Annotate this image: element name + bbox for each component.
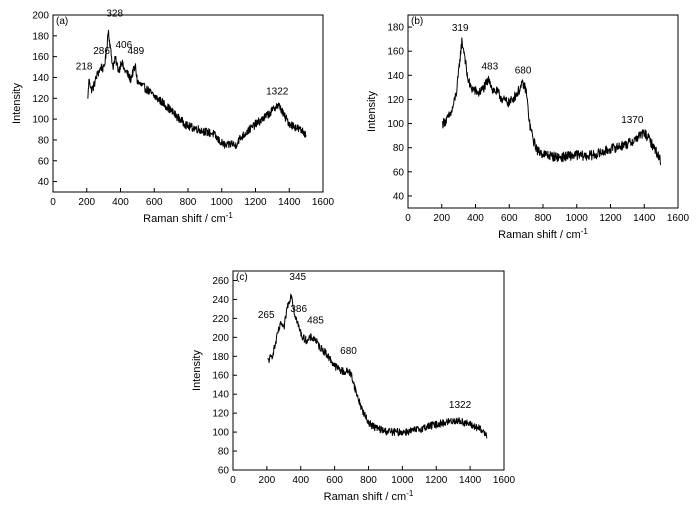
y-tick-label: 140 (387, 71, 404, 82)
y-axis-title: Intensity (11, 83, 23, 124)
y-tick-label: 180 (32, 31, 49, 42)
plot-frame (407, 14, 679, 209)
x-tick-label: 0 (50, 197, 56, 208)
y-tick-label: 120 (387, 95, 404, 106)
x-tick-label: 1600 (493, 475, 516, 486)
x-axis-title-text: Raman shift / cm (324, 491, 407, 503)
y-tick-label: 240 (212, 295, 229, 306)
x-axis-title: Raman shift / cm-1 (324, 489, 414, 503)
x-tick-label: 600 (501, 213, 518, 224)
chart-panel-a: 0 200 400 600 800 1000 1200 1400 1600 40 60 80 100 12… (11, 8, 335, 225)
peak-label: 328 (106, 8, 123, 19)
spectrum-line (442, 37, 662, 166)
x-tick-label: 600 (146, 197, 163, 208)
peak-label: 680 (515, 65, 532, 76)
panel-label: (c) (236, 272, 248, 283)
chart-panel-c: 0 200 400 600 800 1000 1200 1400 1600 60 80 100 120 1… (191, 270, 516, 503)
y-tick-label: 160 (32, 52, 49, 63)
y-tick-label: 120 (212, 409, 229, 420)
plot-frame (52, 14, 324, 193)
y-tick-label: 40 (393, 191, 405, 202)
x-tick-label: 200 (78, 197, 95, 208)
x-tick-label: 1000 (211, 197, 234, 208)
y-tick-label: 200 (212, 333, 229, 344)
y-tick-label: 100 (387, 119, 404, 130)
spectrum-line (267, 293, 488, 439)
x-tick-label: 1600 (312, 197, 335, 208)
x-axis-title-text: Raman shift / cm (143, 213, 226, 225)
x-axis-title: Raman shift / cm-1 (498, 227, 588, 241)
plot-frame (232, 270, 505, 471)
y-tick-label: 180 (387, 23, 404, 34)
y-tick-label: 100 (212, 428, 229, 439)
y-tick-label: 80 (218, 447, 230, 458)
peak-label: 1322 (266, 87, 289, 98)
y-tick-label: 260 (212, 276, 229, 287)
y-tick-label: 140 (32, 73, 49, 84)
x-tick-label: 1200 (244, 197, 267, 208)
peak-label: 319 (452, 23, 469, 34)
x-tick-label: 800 (180, 197, 197, 208)
x-tick-label: 1600 (667, 213, 690, 224)
x-tick-label: 200 (259, 475, 276, 486)
x-tick-label: 400 (112, 197, 129, 208)
y-tick-label: 40 (38, 177, 50, 188)
peak-label: 1370 (621, 115, 644, 126)
peak-label: 489 (128, 46, 145, 57)
x-tick-label: 400 (292, 475, 309, 486)
peak-label: 286 (93, 46, 110, 57)
y-tick-label: 180 (212, 352, 229, 363)
y-tick-label: 80 (393, 143, 405, 154)
y-tick-label: 200 (32, 11, 49, 22)
spectrum-line (87, 29, 307, 150)
panel-label: (b) (411, 16, 423, 27)
x-axis-title-superscript: -1 (226, 211, 234, 220)
y-tick-label: 100 (32, 115, 49, 126)
x-tick-label: 1200 (425, 475, 448, 486)
x-tick-label: 1000 (566, 213, 589, 224)
x-axis-title: Raman shift / cm-1 (143, 211, 233, 225)
x-axis-title-text: Raman shift / cm (498, 229, 581, 241)
x-tick-label: 200 (433, 213, 450, 224)
x-tick-label: 0 (230, 475, 236, 486)
y-axis-title: Intensity (366, 91, 378, 132)
peak-label: 483 (482, 62, 499, 73)
y-tick-label: 60 (218, 466, 230, 477)
y-tick-label: 160 (212, 371, 229, 382)
peak-label: 345 (289, 272, 306, 283)
peak-label: 218 (76, 61, 93, 72)
chart-panel-b: 0 200 400 600 800 1000 1200 1400 1600 40 60 80 100 12… (366, 14, 690, 241)
y-tick-label: 60 (38, 156, 50, 167)
x-tick-label: 0 (405, 213, 411, 224)
peak-label: 1322 (449, 400, 472, 411)
y-tick-label: 60 (393, 167, 405, 178)
x-tick-label: 600 (326, 475, 343, 486)
y-axis-title: Intensity (191, 350, 203, 391)
peak-label: 485 (307, 315, 324, 326)
x-tick-label: 1200 (599, 213, 622, 224)
peak-label: 386 (290, 304, 307, 315)
panel-label: (a) (56, 16, 68, 27)
x-axis-title-superscript: -1 (406, 489, 414, 498)
y-tick-label: 140 (212, 390, 229, 401)
x-tick-label: 800 (360, 475, 377, 486)
peak-label: 406 (116, 40, 133, 51)
x-axis-title-superscript: -1 (581, 227, 589, 236)
x-tick-label: 1000 (391, 475, 414, 486)
peak-label: 265 (258, 310, 275, 321)
x-tick-label: 1400 (633, 213, 656, 224)
x-tick-label: 1400 (278, 197, 301, 208)
y-tick-label: 160 (387, 47, 404, 58)
x-tick-label: 800 (535, 213, 552, 224)
y-tick-label: 120 (32, 94, 49, 105)
peak-label: 680 (340, 346, 357, 357)
x-tick-label: 1400 (459, 475, 482, 486)
y-tick-label: 80 (38, 135, 50, 146)
y-tick-label: 220 (212, 314, 229, 325)
x-tick-label: 400 (467, 213, 484, 224)
